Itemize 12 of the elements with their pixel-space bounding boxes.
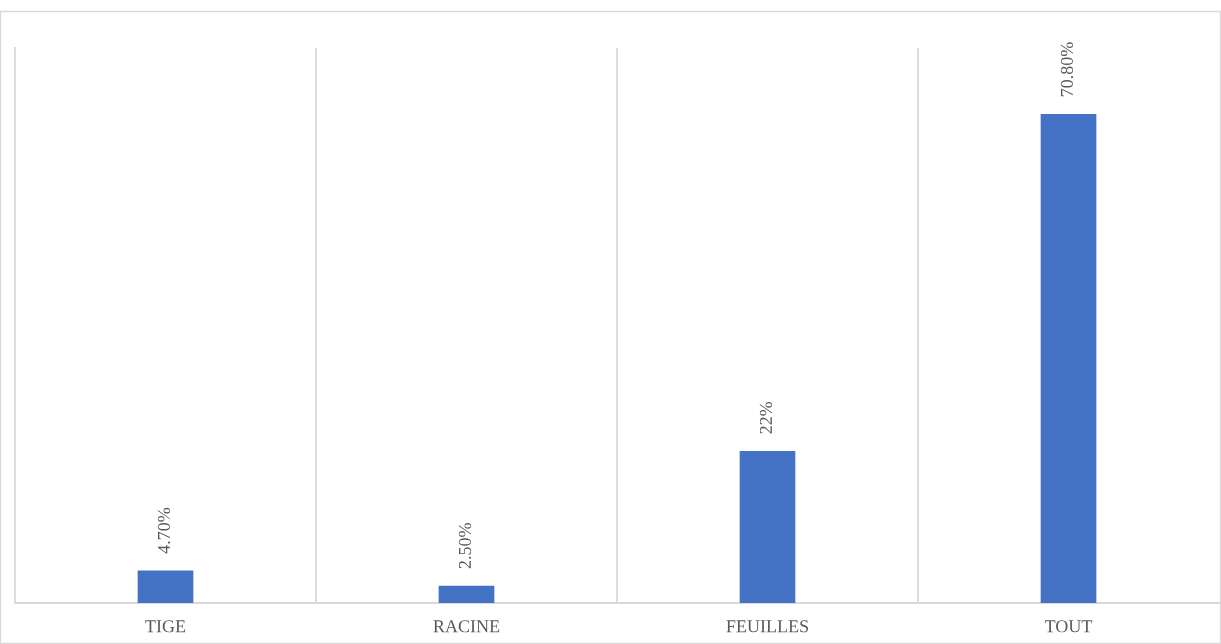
x-tick-label: TIGE (145, 620, 186, 633)
data-label: 4.70% (157, 507, 171, 554)
bar (739, 451, 796, 603)
bar (438, 585, 495, 603)
data-label: 70.80% (1060, 42, 1074, 97)
data-label: 22% (759, 401, 773, 434)
x-tick-label: TOUT (1044, 620, 1093, 633)
x-tick-label: RACINE (433, 620, 500, 633)
data-label: 2.50% (458, 523, 472, 569)
x-tick-label: FEUILLES (726, 620, 809, 633)
bar (1040, 114, 1097, 603)
bar (137, 570, 194, 603)
